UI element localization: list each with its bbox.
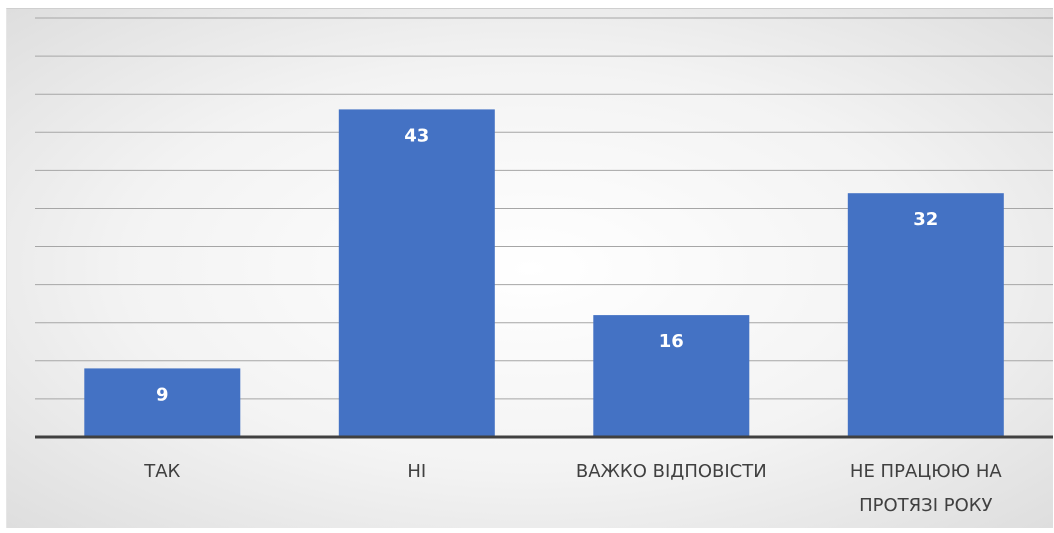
gridlines	[35, 17, 1053, 400]
data-labels: 9 43 16 32	[156, 125, 938, 405]
data-label-4: 32	[913, 209, 938, 230]
category-label-1: ТАК	[143, 461, 180, 482]
data-label-3: 16	[659, 331, 684, 352]
category-labels: ТАК НІ ВАЖКО ВІДПОВІСТИ НЕ ПРАЦЮЮ НА ПРОТЯЗІ…	[143, 461, 1002, 516]
category-label-4: НЕ ПРАЦЮЮ НА	[850, 461, 1002, 482]
bar-1	[84, 368, 241, 437]
category-label-4: ПРОТЯЗІ РОКУ	[859, 495, 992, 516]
bars	[84, 109, 1004, 438]
chart-area: 9 43 16 32 ТАК НІ ВАЖКО ВІДПОВІСТИ НЕ ПРАЦЮЮ Н…	[6, 8, 1053, 528]
bar-2	[338, 109, 495, 438]
category-label-2: НІ	[407, 461, 426, 482]
bar-chart: 9 43 16 32 ТАК НІ ВАЖКО ВІДПОВІСТИ НЕ ПРАЦЮЮ Н…	[35, 17, 1053, 516]
data-label-2: 43	[404, 125, 429, 146]
data-label-1: 9	[156, 384, 169, 405]
category-label-3: ВАЖКО ВІДПОВІСТИ	[576, 461, 767, 482]
bar-3	[593, 315, 750, 437]
bar-4	[847, 193, 1004, 437]
